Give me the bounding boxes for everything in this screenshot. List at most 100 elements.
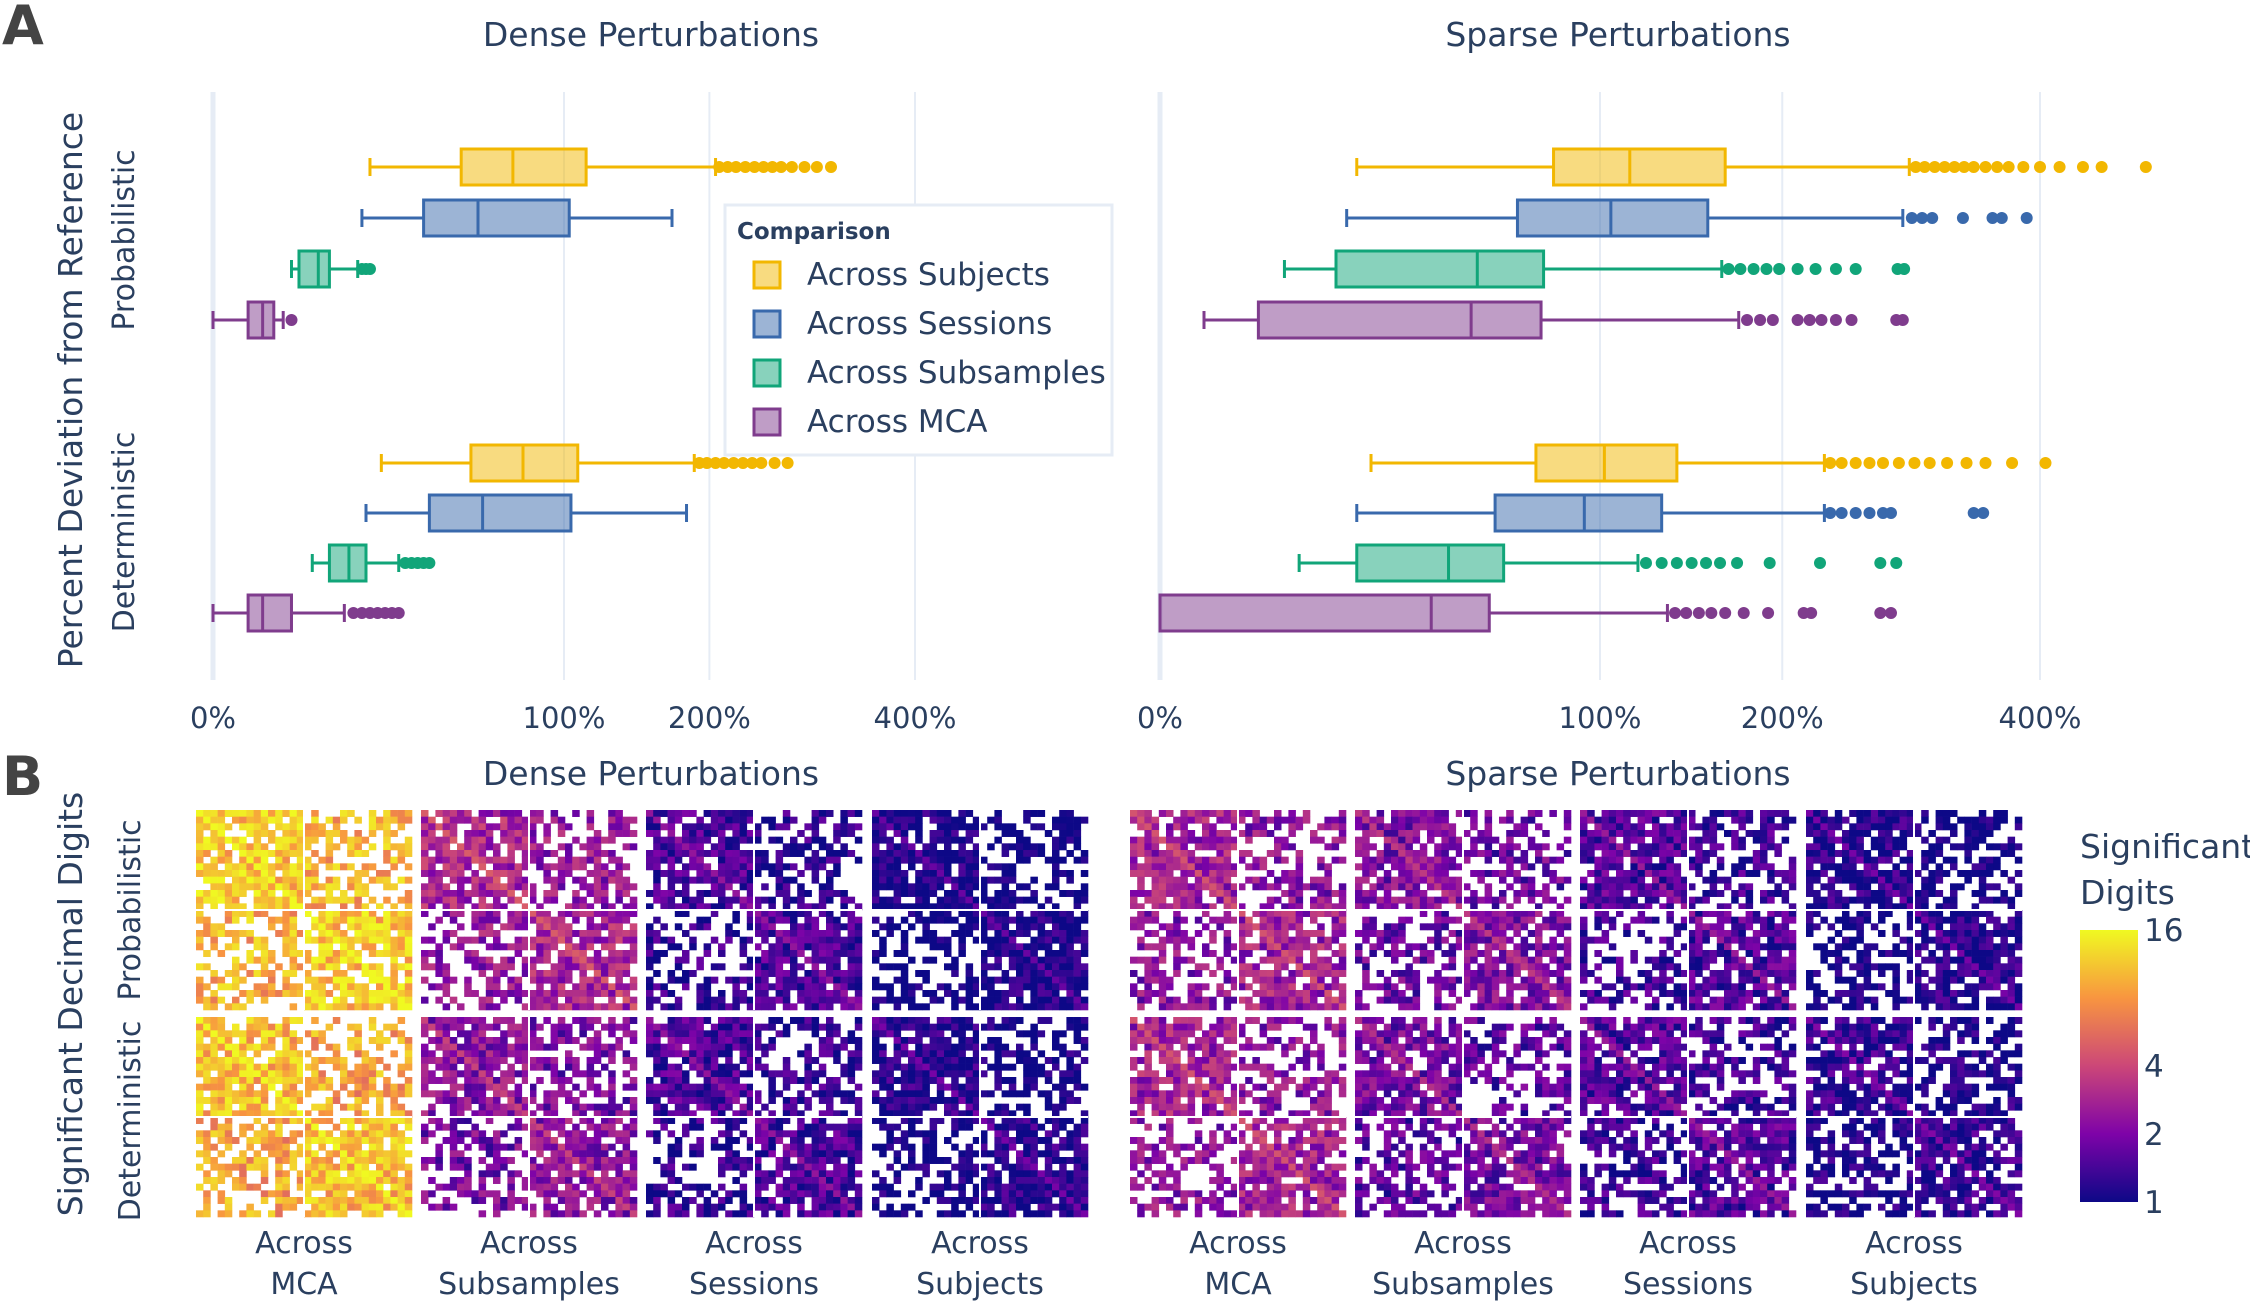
- matrix-cell: [1001, 890, 1010, 897]
- matrix-cell: [922, 1103, 930, 1111]
- matrix-cell: [646, 810, 654, 817]
- matrix-cell: [782, 1157, 791, 1164]
- matrix-cell: [703, 923, 712, 931]
- matrix-cell: [718, 1117, 726, 1124]
- matrix-cell: [557, 1037, 566, 1044]
- outlier-point: [700, 457, 713, 469]
- matrix-cell: [696, 896, 704, 904]
- box-iqr: [297, 249, 331, 289]
- matrix-cell: [361, 910, 370, 917]
- matrix-cell: [260, 1110, 269, 1118]
- matrix-cell: [507, 1030, 515, 1038]
- matrix-cell: [521, 990, 530, 997]
- matrix-cell: [196, 903, 204, 911]
- matrix-cell: [239, 1157, 247, 1164]
- matrix-cell: [615, 1183, 623, 1191]
- matrix-cell: [210, 1023, 218, 1031]
- matrix-cell: [1059, 1090, 1067, 1098]
- matrix-cell: [826, 1137, 834, 1144]
- matrix-cell: [872, 903, 880, 911]
- matrix-cell: [239, 810, 247, 817]
- matrix-cell: [304, 1137, 312, 1144]
- matrix-cell: [1001, 896, 1010, 904]
- matrix-cell: [601, 1063, 609, 1071]
- matrix-cell: [397, 1130, 406, 1138]
- matrix-cell: [449, 1110, 458, 1118]
- matrix-cell: [1052, 1037, 1060, 1044]
- matrix-cell: [674, 870, 683, 877]
- matrix-cell: [667, 1117, 676, 1124]
- matrix-cell: [682, 830, 690, 837]
- matrix-cell: [325, 1023, 334, 1031]
- matrix-cell: [565, 923, 573, 931]
- matrix-cell: [464, 816, 472, 824]
- matrix-cell: [203, 843, 211, 851]
- matrix-cell: [847, 1097, 856, 1104]
- matrix-cell: [782, 990, 791, 997]
- matrix-cell: [674, 1050, 683, 1058]
- matrix-cell: [224, 1123, 233, 1131]
- matrix-cell: [282, 1190, 290, 1198]
- matrix-cell: [1016, 976, 1024, 984]
- matrix-cell: [404, 1137, 413, 1144]
- matrix-cell: [196, 1210, 204, 1218]
- matrix-cell: [543, 1210, 551, 1218]
- matrix-cell: [404, 1090, 413, 1098]
- matrix-cell: [521, 850, 530, 857]
- matrix-cell: [1008, 916, 1017, 924]
- matrix-cell: [893, 903, 902, 911]
- matrix-cell: [646, 1090, 654, 1098]
- matrix-cell: [421, 1043, 429, 1051]
- matrix-cell: [689, 1017, 697, 1024]
- matrix-cell: [565, 843, 573, 851]
- matrix-cell: [1066, 830, 1074, 837]
- matrix-cell: [958, 983, 966, 991]
- matrix-cell: [536, 843, 544, 851]
- box-across-subjects: [1355, 147, 2152, 187]
- matrix-cell: [754, 923, 762, 931]
- matrix-cell: [1008, 823, 1017, 831]
- matrix-cell: [246, 856, 254, 864]
- matrix-cell: [354, 890, 362, 897]
- matrix-cell: [514, 836, 523, 844]
- matrix-cell: [449, 916, 458, 924]
- matrix-cell: [572, 1210, 580, 1218]
- matrix-cell: [682, 843, 690, 851]
- matrix-cell: [550, 1177, 559, 1184]
- matrix-cell: [464, 956, 472, 964]
- matrix-cell: [593, 1197, 602, 1204]
- matrix-cell: [593, 1050, 602, 1058]
- matrix-cell: [404, 843, 413, 851]
- outlier-point: [1884, 607, 1897, 619]
- matrix-cell: [332, 1137, 341, 1144]
- matrix-cell: [579, 1150, 587, 1158]
- matrix-cell: [754, 836, 762, 844]
- matrix-cell: [253, 1017, 262, 1024]
- matrix-cell: [958, 843, 966, 851]
- matrix-cell: [929, 916, 938, 924]
- matrix-cell: [965, 996, 974, 1004]
- matrix-cell: [318, 1083, 326, 1091]
- matrix-cell: [268, 903, 276, 911]
- matrix-cell: [608, 1043, 616, 1051]
- matrix-cell: [1066, 1050, 1074, 1058]
- matrix-cell: [404, 976, 413, 984]
- matrix-cell: [354, 1150, 362, 1158]
- matrix-cell: [1066, 1097, 1074, 1104]
- matrix-cell: [922, 1017, 930, 1024]
- matrix-cell: [1059, 1050, 1067, 1058]
- matrix-cell: [442, 883, 451, 891]
- matrix-cell: [593, 856, 602, 864]
- matrix-cell: [514, 990, 523, 997]
- matrix-cell: [972, 990, 981, 997]
- matrix-cell: [347, 963, 355, 971]
- matrix-cell: [296, 836, 305, 844]
- matrix-cell: [311, 1103, 319, 1111]
- matrix-cell: [275, 963, 283, 971]
- matrix-cell: [768, 930, 776, 937]
- matrix-cell: [660, 843, 668, 851]
- matrix-cell: [421, 903, 429, 911]
- matrix-cell: [622, 930, 631, 937]
- matrix-cell: [615, 870, 623, 877]
- matrix-cell: [818, 810, 827, 817]
